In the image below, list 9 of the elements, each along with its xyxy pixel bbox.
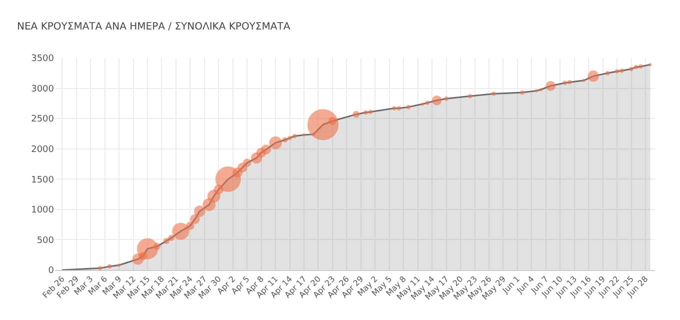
y-tick-label: 1000 [31, 206, 54, 216]
y-tick-label: 1500 [31, 175, 54, 186]
y-tick-label: 0 [48, 266, 54, 276]
y-tick-label: 3000 [31, 84, 54, 94]
y-tick-label: 3500 [31, 54, 54, 64]
y-tick-label: 500 [36, 236, 54, 246]
chart-title: ΝΕΑ ΚΡΟΥΣΜΑΤΑ ΑΝΑ ΗΜΕΡΑ / ΣΥΝΟΛΙΚΑ ΚΡΟΥΣΜΑΤΑ [17, 21, 290, 32]
y-tick-label: 2000 [31, 145, 54, 156]
y-tick-label: 2500 [31, 114, 54, 125]
